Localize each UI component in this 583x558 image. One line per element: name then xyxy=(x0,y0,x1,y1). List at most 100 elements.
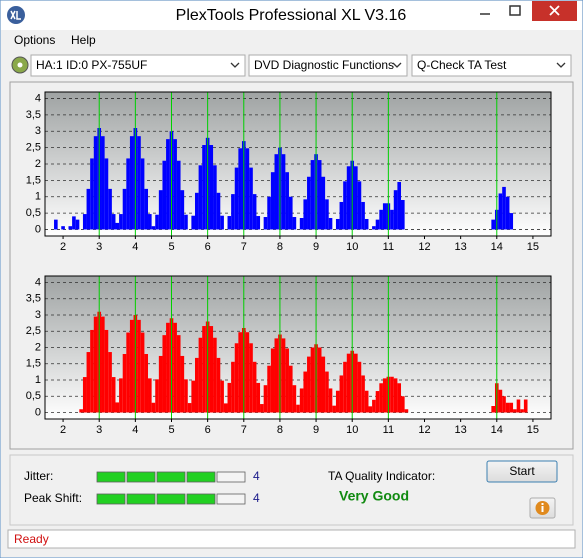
app-icon xyxy=(7,6,25,24)
bar xyxy=(234,343,239,413)
function-select[interactable] xyxy=(248,54,408,77)
x-tick-label: 6 xyxy=(205,424,211,436)
bar xyxy=(176,160,181,230)
bar xyxy=(390,209,394,230)
bar xyxy=(108,188,112,230)
x-tick-label: 13 xyxy=(455,241,467,253)
minimize-button[interactable] xyxy=(470,1,500,21)
bar xyxy=(335,390,340,413)
maximize-glyph xyxy=(509,5,521,16)
meter-segment xyxy=(156,471,186,483)
y-tick-label: 2 xyxy=(35,158,41,170)
bar xyxy=(520,409,524,413)
x-tick-label: 10 xyxy=(346,424,358,436)
bar xyxy=(393,378,398,413)
start-button[interactable] xyxy=(486,460,558,483)
maximize-button[interactable] xyxy=(500,1,530,21)
bar xyxy=(194,357,199,413)
bar xyxy=(303,199,308,230)
bar xyxy=(119,378,123,413)
x-tick-label: 12 xyxy=(418,241,430,253)
bar xyxy=(335,218,340,230)
bar xyxy=(502,396,506,413)
bar xyxy=(321,356,326,413)
function-select-text: DVD Diagnostic Functions xyxy=(254,58,394,72)
bar xyxy=(375,219,380,230)
bar xyxy=(285,172,289,230)
bar xyxy=(86,352,91,413)
bar xyxy=(375,391,380,413)
bar xyxy=(357,361,362,413)
y-tick-label: 3,5 xyxy=(26,109,41,121)
bar xyxy=(173,322,177,413)
bar xyxy=(299,388,304,413)
x-tick-label: 14 xyxy=(491,241,503,253)
bar xyxy=(119,214,123,230)
bar xyxy=(140,158,145,230)
bar xyxy=(79,409,83,413)
bar xyxy=(281,338,286,413)
meter-segment xyxy=(186,471,216,483)
close-glyph xyxy=(549,5,560,16)
bar xyxy=(343,361,347,413)
bar xyxy=(202,326,206,413)
bar xyxy=(263,385,268,413)
bar xyxy=(90,158,94,230)
bar xyxy=(260,404,264,413)
x-tick-label: 3 xyxy=(96,424,102,436)
bar xyxy=(82,214,87,230)
bar xyxy=(328,218,333,230)
bar xyxy=(187,403,192,413)
bar xyxy=(249,167,253,230)
bar xyxy=(270,172,275,230)
plot-border xyxy=(44,91,552,237)
ta-quality-value: Very Good xyxy=(339,488,409,504)
meter-segment xyxy=(126,493,156,505)
bar xyxy=(393,190,398,230)
bar xyxy=(397,182,402,230)
bar xyxy=(213,337,217,413)
x-tick-label: 9 xyxy=(313,241,319,253)
bar xyxy=(227,382,232,413)
bar xyxy=(68,226,73,230)
bar xyxy=(401,396,405,413)
bar xyxy=(502,186,506,230)
bar xyxy=(509,213,514,230)
bar xyxy=(498,193,503,230)
bar xyxy=(137,319,141,413)
x-tick-label: 3 xyxy=(96,241,102,253)
bar xyxy=(209,326,214,413)
info-icon-dot xyxy=(541,503,544,505)
bar xyxy=(404,409,409,413)
bar xyxy=(155,214,159,230)
y-tick-label: 2 xyxy=(35,341,41,353)
x-tick-label: 4 xyxy=(132,241,138,253)
drive-select[interactable] xyxy=(30,54,246,77)
bar xyxy=(354,353,358,413)
x-tick-label: 10 xyxy=(346,241,358,253)
bar xyxy=(245,148,250,230)
menu-item[interactable]: Options xyxy=(14,33,55,47)
y-tick-label: 1,5 xyxy=(26,174,41,186)
bar xyxy=(390,376,394,413)
bar xyxy=(180,355,185,413)
bar xyxy=(191,380,195,413)
x-tick-label: 5 xyxy=(168,241,174,253)
y-tick-label: 0,5 xyxy=(26,207,41,219)
test-select[interactable] xyxy=(411,54,572,77)
bar xyxy=(180,190,185,230)
y-tick-label: 2,5 xyxy=(26,325,41,337)
bar xyxy=(101,316,105,413)
meter-segment xyxy=(126,471,156,483)
jitter-label: Jitter: xyxy=(24,469,53,483)
bar xyxy=(108,352,112,413)
bar xyxy=(379,209,383,230)
x-tick-label: 11 xyxy=(383,241,394,253)
bar xyxy=(166,139,170,230)
bar xyxy=(223,403,228,413)
bar xyxy=(491,219,495,230)
meter-value: 4 xyxy=(253,469,260,483)
bar xyxy=(140,332,145,413)
menu-item[interactable]: Help xyxy=(71,33,96,47)
x-tick-label: 6 xyxy=(205,241,211,253)
